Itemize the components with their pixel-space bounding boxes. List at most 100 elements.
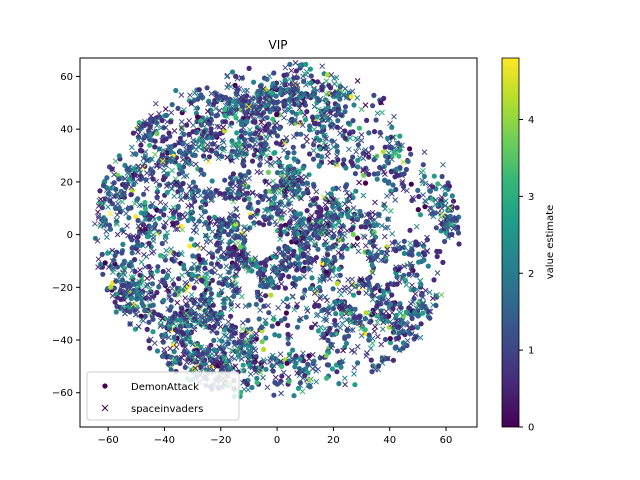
point-spaceinvaders (168, 207, 175, 214)
point-spaceinvaders (136, 202, 143, 209)
point-demonattack (164, 189, 170, 195)
point-spaceinvaders (280, 369, 287, 376)
point-demonattack (397, 133, 403, 139)
point-demonattack (421, 173, 427, 179)
point-demonattack (113, 309, 119, 315)
point-demonattack (319, 261, 325, 267)
point-spaceinvaders (330, 123, 337, 130)
point-demonattack (206, 154, 212, 160)
point-spaceinvaders (389, 280, 395, 287)
point-spaceinvaders (199, 347, 206, 354)
point-demonattack (211, 347, 217, 353)
point-spaceinvaders (344, 227, 350, 234)
point-spaceinvaders (232, 363, 239, 370)
point-demonattack (372, 285, 378, 291)
point-spaceinvaders (226, 275, 233, 282)
point-spaceinvaders (274, 207, 281, 214)
point-spaceinvaders (422, 287, 429, 294)
point-spaceinvaders (166, 360, 173, 367)
point-spaceinvaders (358, 277, 365, 284)
point-spaceinvaders (224, 96, 230, 102)
point-demonattack (161, 212, 167, 218)
point-demonattack (308, 80, 314, 86)
point-spaceinvaders (257, 169, 264, 176)
point-spaceinvaders (283, 191, 289, 198)
point-demonattack (121, 265, 127, 271)
point-spaceinvaders (410, 196, 417, 203)
point-spaceinvaders (228, 347, 235, 354)
point-demonattack (371, 92, 377, 98)
point-spaceinvaders (118, 282, 125, 289)
point-spaceinvaders (309, 351, 316, 358)
colorbar-tick-label: 3 (528, 192, 534, 203)
point-spaceinvaders (314, 87, 321, 94)
point-demonattack (107, 226, 114, 232)
point-demonattack (172, 142, 178, 148)
point-spaceinvaders (335, 185, 342, 192)
point-demonattack (265, 169, 271, 175)
point-demonattack (291, 393, 297, 399)
point-spaceinvaders (346, 289, 353, 296)
point-spaceinvaders (404, 262, 411, 269)
point-demonattack (235, 191, 241, 197)
point-spaceinvaders (350, 218, 356, 225)
point-spaceinvaders (379, 166, 385, 173)
point-demonattack (348, 94, 354, 100)
point-spaceinvaders (317, 276, 324, 283)
point-demonattack (290, 144, 296, 150)
point-demonattack (405, 158, 411, 164)
point-spaceinvaders (412, 333, 419, 339)
point-demonattack (335, 103, 341, 109)
point-spaceinvaders (154, 191, 161, 198)
point-demonattack (278, 276, 284, 282)
point-spaceinvaders (372, 323, 379, 330)
point-demonattack (390, 182, 396, 188)
point-spaceinvaders (193, 229, 200, 236)
point-spaceinvaders (297, 315, 304, 322)
point-spaceinvaders (202, 232, 209, 239)
point-demonattack (316, 214, 322, 220)
point-demonattack (352, 306, 358, 312)
point-spaceinvaders (157, 199, 164, 206)
y-tick-label: 60 (60, 72, 73, 83)
point-spaceinvaders (327, 213, 334, 220)
point-spaceinvaders (226, 358, 233, 365)
point-spaceinvaders (216, 220, 222, 227)
point-spaceinvaders (233, 265, 240, 272)
point-demonattack (381, 95, 387, 101)
point-spaceinvaders (426, 308, 432, 315)
point-spaceinvaders (300, 73, 306, 80)
point-spaceinvaders (174, 312, 181, 319)
point-spaceinvaders (246, 356, 253, 363)
point-demonattack (300, 295, 306, 301)
point-spaceinvaders (287, 103, 293, 110)
point-demonattack (177, 317, 183, 323)
point-demonattack (171, 281, 177, 287)
point-spaceinvaders (166, 294, 173, 301)
point-spaceinvaders (379, 109, 385, 116)
point-spaceinvaders (145, 230, 151, 236)
point-spaceinvaders (343, 317, 350, 323)
point-spaceinvaders (192, 317, 199, 323)
point-demonattack (345, 120, 351, 126)
point-demonattack (434, 253, 440, 260)
point-spaceinvaders (412, 291, 419, 297)
point-spaceinvaders (324, 231, 330, 238)
point-demonattack (132, 281, 138, 288)
point-spaceinvaders (122, 175, 128, 182)
point-spaceinvaders (323, 105, 330, 112)
point-spaceinvaders (363, 290, 370, 296)
point-spaceinvaders (125, 164, 132, 171)
point-spaceinvaders (209, 196, 216, 203)
point-demonattack (184, 122, 190, 128)
point-demonattack (391, 149, 397, 155)
point-spaceinvaders (339, 320, 346, 327)
point-spaceinvaders (139, 316, 145, 323)
point-spaceinvaders (127, 321, 134, 327)
x-tick-label: 40 (383, 435, 396, 446)
point-spaceinvaders (366, 285, 373, 292)
point-spaceinvaders (311, 103, 318, 110)
point-demonattack (260, 222, 267, 228)
point-spaceinvaders (314, 234, 321, 241)
point-demonattack (313, 217, 319, 223)
